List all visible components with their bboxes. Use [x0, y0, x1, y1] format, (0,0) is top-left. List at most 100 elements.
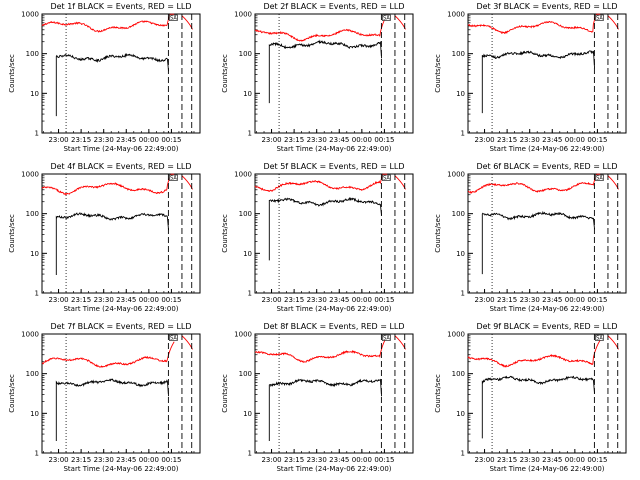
- y-tick-label: 10: [243, 90, 252, 98]
- x-tick-label: 23:15: [284, 136, 304, 144]
- y-tick-label: 10: [456, 250, 465, 258]
- series-events-line: [481, 50, 595, 114]
- chart-panel-5: Det 5f BLACK = Events, RED = LLD 1 10 100 10…: [213, 160, 426, 320]
- y-axis-label: Counts/sec: [434, 54, 442, 93]
- chart-title: Det 2f BLACK = Events, RED = LLD: [263, 2, 404, 11]
- series-lld-line: [467, 13, 619, 35]
- series-events-line: [268, 197, 382, 261]
- sa-marker-label: SA: [596, 176, 603, 182]
- x-axis-label: Start Time (24-May-06 22:49:00): [276, 465, 391, 473]
- chart-title: Det 1f BLACK = Events, RED = LLD: [50, 2, 191, 11]
- y-tick-label: 100: [239, 210, 252, 218]
- sa-marker-box: [595, 14, 604, 21]
- x-tick-label: 00:15: [161, 296, 181, 304]
- y-tick-label: 100: [26, 370, 39, 378]
- y-axis-label: Counts/sec: [221, 214, 229, 253]
- y-tick-label: 1: [461, 450, 465, 458]
- series-lld-line: [41, 173, 193, 196]
- y-tick-label: 10: [456, 410, 465, 418]
- chart-panel-1: Det 1f BLACK = Events, RED = LLD 1 10 100 10…: [0, 0, 213, 160]
- x-tick-label: 23:15: [71, 456, 91, 464]
- x-tick-label: 00:15: [587, 296, 607, 304]
- chart-svg-9: Det 9f BLACK = Events, RED = LLD 1 10 100 10…: [434, 322, 627, 473]
- x-tick-label: 00:15: [374, 136, 394, 144]
- chart-svg-8: Det 8f BLACK = Events, RED = LLD 1 10 100 10…: [221, 322, 414, 473]
- y-tick-label: 1000: [447, 331, 465, 339]
- x-axis-label: Start Time (24-May-06 22:49:00): [489, 305, 604, 313]
- x-tick-label: 23:00: [48, 456, 68, 464]
- x-axis-label: Start Time (24-May-06 22:49:00): [489, 465, 604, 473]
- chart-panel-7: Det 7f BLACK = Events, RED = LLD 1 10 100 10…: [0, 320, 213, 480]
- x-tick-label: 23:45: [542, 456, 562, 464]
- y-axis-label: Counts/sec: [8, 214, 16, 253]
- sa-marker-box: [169, 334, 178, 341]
- x-tick-label: 00:00: [565, 456, 585, 464]
- chart-svg-7: Det 7f BLACK = Events, RED = LLD 1 10 100 10…: [8, 322, 201, 473]
- plot-frame: [254, 173, 414, 294]
- chart-panel-8: Det 8f BLACK = Events, RED = LLD 1 10 100 10…: [213, 320, 426, 480]
- chart-panel-9: Det 9f BLACK = Events, RED = LLD 1 10 100 10…: [426, 320, 639, 480]
- sa-marker-box: [382, 174, 391, 181]
- chart-svg-5: Det 5f BLACK = Events, RED = LLD 1 10 100 10…: [221, 162, 414, 313]
- series-lld-line: [254, 14, 406, 42]
- plot-frame: [254, 333, 414, 454]
- series-events-line: [481, 210, 595, 275]
- chart-title: Det 8f BLACK = Events, RED = LLD: [263, 322, 404, 331]
- y-tick-label: 1: [248, 130, 252, 138]
- x-tick-label: 23:00: [261, 456, 281, 464]
- y-tick-label: 1000: [447, 11, 465, 19]
- x-tick-label: 23:30: [520, 136, 540, 144]
- sa-marker-box: [595, 334, 604, 341]
- plot-frame: [41, 13, 201, 134]
- x-tick-label: 23:30: [94, 136, 114, 144]
- chart-panel-4: Det 4f BLACK = Events, RED = LLD 1 10 100 10…: [0, 160, 213, 320]
- x-tick-label: 00:00: [352, 296, 372, 304]
- y-tick-label: 1: [248, 450, 252, 458]
- plot-frame: [467, 173, 627, 294]
- y-tick-label: 1000: [447, 171, 465, 179]
- sa-marker-box: [382, 334, 391, 341]
- x-tick-label: 23:00: [474, 456, 494, 464]
- x-tick-label: 23:45: [116, 296, 136, 304]
- x-tick-label: 23:45: [542, 136, 562, 144]
- chart-panel-3: Det 3f BLACK = Events, RED = LLD 1 10 100 10…: [426, 0, 639, 160]
- x-axis-label: Start Time (24-May-06 22:49:00): [276, 305, 391, 313]
- y-tick-label: 10: [30, 90, 39, 98]
- series-events-line: [55, 53, 169, 117]
- x-tick-label: 00:00: [352, 456, 372, 464]
- chart-svg-3: Det 3f BLACK = Events, RED = LLD 1 10 100 10…: [434, 2, 627, 153]
- x-tick-label: 23:15: [497, 456, 517, 464]
- x-axis-label: Start Time (24-May-06 22:49:00): [489, 145, 604, 153]
- x-tick-label: 23:30: [307, 136, 327, 144]
- x-tick-label: 23:15: [71, 136, 91, 144]
- x-tick-label: 23:45: [542, 296, 562, 304]
- series-events-line: [55, 378, 169, 442]
- y-tick-label: 1000: [21, 171, 39, 179]
- x-tick-label: 00:00: [139, 456, 159, 464]
- sa-marker-label: SA: [596, 16, 603, 22]
- y-tick-label: 1000: [234, 331, 252, 339]
- x-tick-label: 23:00: [48, 136, 68, 144]
- x-axis-label: Start Time (24-May-06 22:49:00): [63, 145, 178, 153]
- chart-panel-6: Det 6f BLACK = Events, RED = LLD 1 10 100 10…: [426, 160, 639, 320]
- x-tick-label: 23:15: [71, 296, 91, 304]
- y-tick-label: 10: [30, 410, 39, 418]
- series-events-line: [268, 39, 382, 104]
- sa-marker-label: SA: [596, 336, 603, 342]
- x-axis-label: Start Time (24-May-06 22:49:00): [276, 145, 391, 153]
- y-tick-label: 100: [452, 50, 465, 58]
- sa-marker-label: SA: [383, 176, 390, 182]
- series-events-line: [55, 212, 169, 276]
- sa-marker-box: [169, 174, 178, 181]
- y-tick-label: 1: [248, 290, 252, 298]
- sa-marker-box: [595, 174, 604, 181]
- chart-svg-4: Det 4f BLACK = Events, RED = LLD 1 10 100 10…: [8, 162, 201, 313]
- x-tick-label: 00:15: [374, 456, 394, 464]
- sa-marker-label: SA: [170, 176, 177, 182]
- sa-marker-box: [169, 14, 178, 21]
- y-axis-label: Counts/sec: [221, 54, 229, 93]
- chart-svg-1: Det 1f BLACK = Events, RED = LLD 1 10 100 10…: [8, 2, 201, 153]
- sa-marker-label: SA: [170, 336, 177, 342]
- plot-frame: [467, 13, 627, 134]
- x-tick-label: 23:00: [261, 296, 281, 304]
